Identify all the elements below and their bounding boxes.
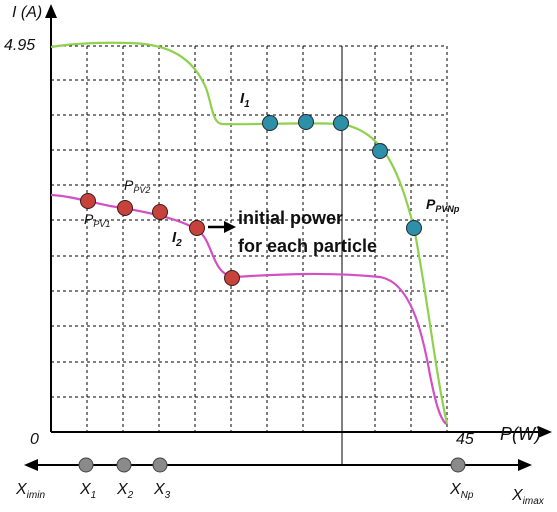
y-axis-arrowhead [45, 4, 57, 18]
ppv2-label: PPV2 [124, 177, 150, 195]
x2-label: X2 [116, 481, 134, 501]
x3-label: X3 [153, 481, 171, 501]
particle-marker [80, 193, 96, 209]
annotation-line-1: initial power [238, 208, 343, 228]
particle-marker [298, 114, 314, 130]
x-min-label: Ximin [15, 481, 45, 501]
particle-axis-left-arrowhead [24, 459, 38, 471]
y-axis-label: I (A) [12, 4, 42, 21]
xnp-label: XNp [449, 481, 474, 501]
ppv1-label: PPV1 [84, 211, 110, 229]
ppvnp-label: PPVNp [426, 196, 460, 214]
particle-axis-right-arrowhead [518, 459, 532, 471]
origin-label: 0 [30, 431, 39, 448]
x1-label: X1 [79, 481, 96, 501]
position-marker [152, 457, 168, 473]
annotation-line-2: for each particle [238, 236, 377, 256]
particle-marker [189, 220, 205, 236]
curve-2-particles [80, 193, 240, 286]
particle-marker [372, 143, 388, 159]
x-axis-arrowhead [538, 426, 552, 438]
x-max-particle-label: Ximax [511, 487, 545, 507]
particle-marker [333, 115, 349, 131]
position-marker [116, 457, 132, 473]
particle-marker [406, 220, 422, 236]
particle-marker [224, 270, 240, 286]
position-marker [450, 457, 466, 473]
iv-curve-2 [50, 193, 447, 425]
y-max-label: 4.95 [4, 37, 35, 54]
particle-marker [152, 204, 168, 220]
position-marker [78, 457, 94, 473]
particle-marker [117, 200, 133, 216]
curve-1-particles [262, 114, 422, 236]
x-max-label: 45 [456, 431, 474, 448]
curve-2-label: I2 [172, 229, 182, 249]
annotation-arrowhead [224, 221, 236, 233]
dashed-grid [51, 45, 448, 432]
x-axis-label: P(W) [500, 424, 541, 444]
position-particles [78, 457, 466, 473]
particle-marker [262, 115, 278, 131]
curve-1-label: I1 [240, 90, 250, 110]
